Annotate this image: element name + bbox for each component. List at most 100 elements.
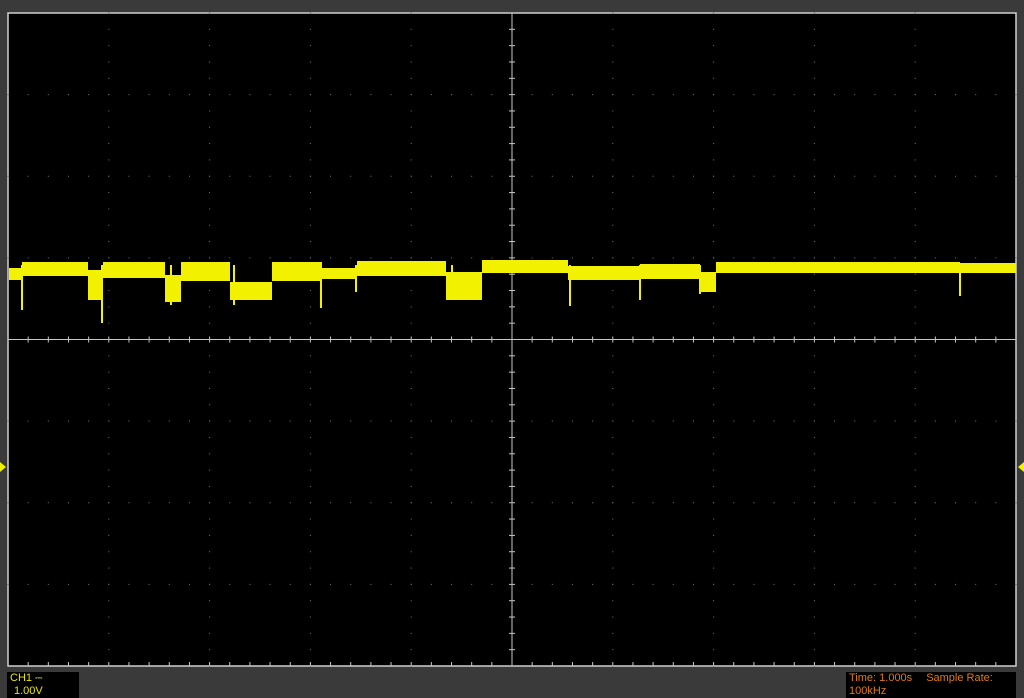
grid-dot: [108, 257, 110, 259]
grid-dot: [874, 257, 876, 259]
grid-dot: [209, 45, 211, 47]
grid-dot: [309, 583, 311, 585]
grid-dot: [309, 257, 311, 259]
grid-dot: [834, 502, 836, 504]
grid-dot: [914, 502, 916, 504]
grid-dot: [350, 94, 352, 96]
grid-dot: [914, 649, 916, 651]
grid-dot: [975, 420, 977, 422]
grid-dot: [914, 453, 916, 455]
grid-dot: [108, 551, 110, 553]
grid-dot: [632, 420, 634, 422]
grid-dot: [330, 94, 332, 96]
grid-dot: [894, 502, 896, 504]
time-base: Time: 1.000s: [849, 672, 913, 684]
grid-dot: [914, 126, 916, 128]
grid-dot: [692, 583, 694, 585]
grid-dot: [309, 159, 311, 161]
grid-dot: [914, 175, 916, 177]
grid-dot: [713, 420, 715, 422]
grid-dot: [209, 600, 211, 602]
grid-dot: [269, 502, 271, 504]
grid-dot: [410, 387, 412, 389]
grid-dot: [934, 420, 936, 422]
grid-dot: [813, 208, 815, 210]
grid-dot: [813, 322, 815, 324]
grid-dot: [813, 159, 815, 161]
grid-dot: [108, 371, 110, 373]
grid-dot: [47, 94, 49, 96]
grid-dot: [612, 600, 614, 602]
grid-dot: [209, 502, 211, 504]
grid-dot: [914, 208, 916, 210]
grid-dot: [67, 420, 69, 422]
grid-dot: [309, 175, 311, 177]
grid-dot: [309, 404, 311, 406]
grid-dot: [209, 404, 211, 406]
grid-dot: [793, 175, 795, 177]
grid-dot: [713, 469, 715, 471]
grid-dot: [67, 257, 69, 259]
grid-dot: [652, 257, 654, 259]
channel-offset-marker-left[interactable]: [0, 462, 6, 472]
grid-dot: [108, 583, 110, 585]
grid-dot: [713, 94, 715, 96]
grid-dot: [914, 469, 916, 471]
grid-dot: [330, 257, 332, 259]
grid-dot: [7, 94, 9, 96]
grid-dot: [914, 355, 916, 357]
grid-dot: [108, 175, 110, 177]
grid-dot: [1015, 94, 1017, 96]
grid-dot: [612, 387, 614, 389]
grid-dot: [209, 12, 211, 14]
grid-dot: [713, 110, 715, 112]
grid-dot: [733, 175, 735, 177]
grid-dot: [88, 502, 90, 504]
grid-dot: [27, 502, 29, 504]
grid-dot: [592, 502, 594, 504]
channel-indicator[interactable]: CH1 ⎓ 1.00V: [7, 672, 79, 698]
grid-dot: [249, 175, 251, 177]
grid-dot: [955, 175, 957, 177]
grid-dot: [612, 208, 614, 210]
grid-dot: [592, 420, 594, 422]
grid-dot: [188, 175, 190, 177]
grid-dot: [531, 420, 533, 422]
grid-dot: [914, 306, 916, 308]
trace-segment: [88, 270, 103, 300]
grid-dot: [874, 502, 876, 504]
grid-dot: [813, 192, 815, 194]
grid-dot: [410, 28, 412, 30]
grid-dot: [88, 175, 90, 177]
grid-dot: [612, 77, 614, 79]
grid-dot: [813, 453, 815, 455]
grid-dot: [753, 502, 755, 504]
graticule: [7, 12, 1017, 667]
grid-dot: [612, 453, 614, 455]
grid-dot: [128, 420, 130, 422]
grid-dot: [874, 94, 876, 96]
grid-dot: [47, 502, 49, 504]
grid-dot: [269, 420, 271, 422]
grid-dot: [713, 208, 715, 210]
grid-dot: [209, 208, 211, 210]
trace-segment: [482, 260, 568, 273]
grid-dot: [410, 616, 412, 618]
grid-dot: [753, 94, 755, 96]
grid-dot: [410, 583, 412, 585]
grid-dot: [995, 420, 997, 422]
grid-dot: [713, 616, 715, 618]
dc-coupling-icon: ⎓: [35, 673, 43, 683]
grid-dot: [854, 94, 856, 96]
channel-offset-marker-right[interactable]: [1018, 462, 1024, 472]
grid-dot: [451, 175, 453, 177]
grid-dot: [309, 616, 311, 618]
grid-dot: [713, 77, 715, 79]
grid-dot: [188, 94, 190, 96]
grid-dot: [592, 175, 594, 177]
grid-dot: [168, 175, 170, 177]
grid-dot: [713, 567, 715, 569]
grid-dot: [914, 224, 916, 226]
grid-dot: [410, 469, 412, 471]
grid-dot: [773, 94, 775, 96]
